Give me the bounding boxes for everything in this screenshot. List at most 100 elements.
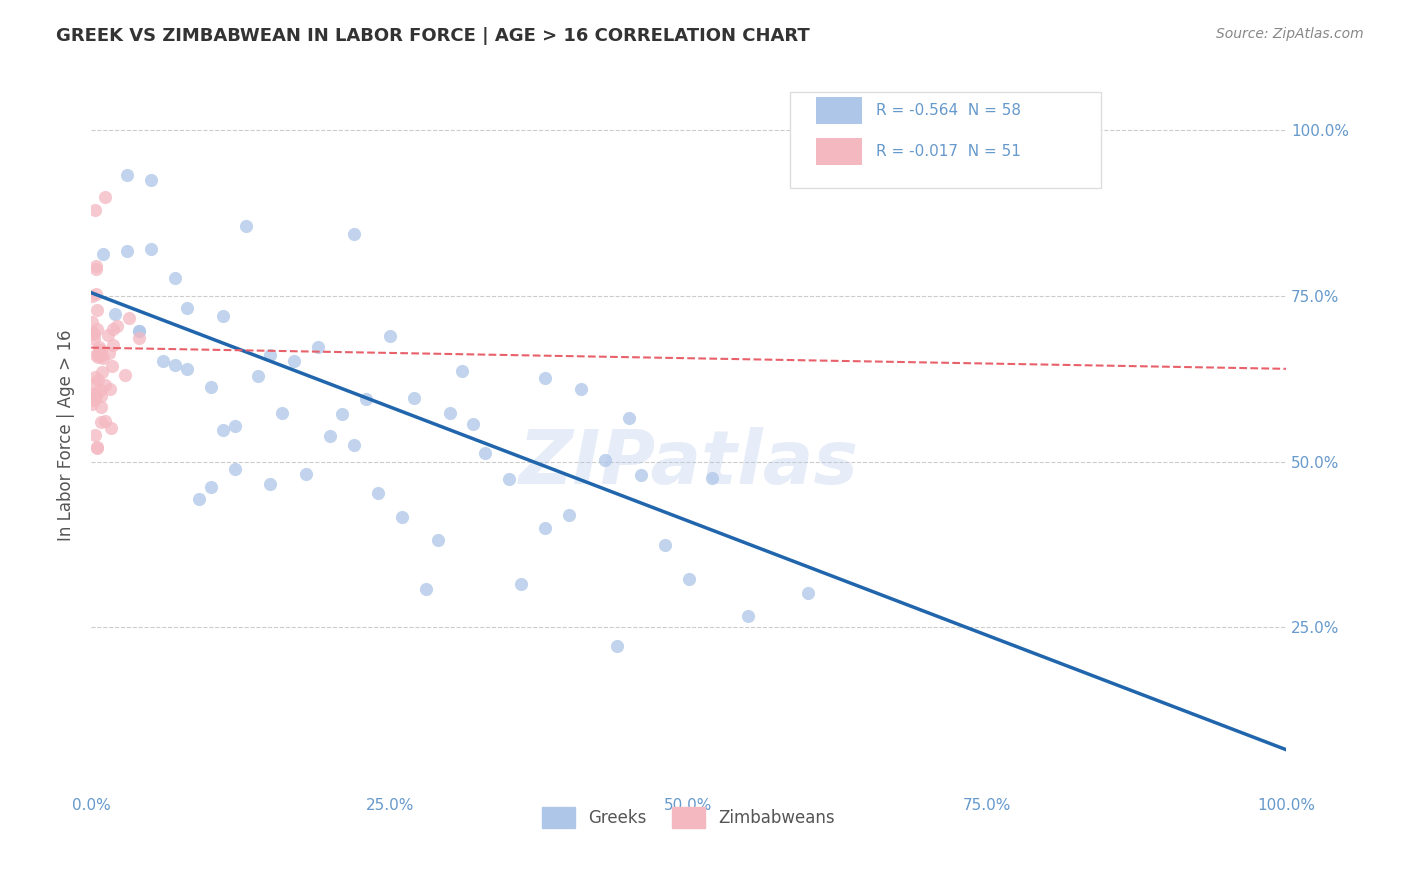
Point (128, 324, 150, 338)
Point (378, 329, 401, 343)
Point (98, 382, 121, 396)
Point (235, 219, 257, 233)
Point (84, 259, 107, 273)
Point (128, 331, 150, 345)
Point (84, 262, 107, 277)
Point (90, 343, 112, 357)
Point (391, 509, 413, 524)
Point (83, 332, 105, 346)
Point (211, 309, 233, 323)
Point (84, 286, 107, 301)
Point (224, 462, 246, 476)
Point (114, 368, 136, 383)
Point (678, 573, 700, 587)
Point (87, 346, 110, 360)
Point (82, 289, 104, 303)
Point (115, 244, 138, 258)
Bar (817, 97, 862, 124)
Text: ZIPatlas: ZIPatlas (519, 427, 859, 500)
Point (83, 428, 105, 442)
Point (118, 310, 141, 325)
Point (450, 364, 472, 378)
Text: Source: ZipAtlas.com: Source: ZipAtlas.com (1216, 27, 1364, 41)
Point (439, 406, 461, 420)
Point (606, 639, 628, 653)
Point (84, 388, 107, 402)
Point (187, 491, 209, 506)
Point (89, 383, 111, 397)
Point (152, 353, 174, 368)
Point (90, 365, 112, 379)
Point (558, 508, 581, 522)
Point (367, 486, 389, 500)
Point (737, 609, 759, 624)
Point (103, 337, 125, 351)
Point (343, 227, 366, 241)
Point (402, 391, 425, 405)
Point (101, 322, 124, 336)
Point (83, 387, 105, 401)
Point (319, 429, 342, 443)
Point (107, 319, 129, 334)
Point (343, 438, 366, 452)
Point (90, 401, 112, 415)
Point (176, 362, 198, 376)
Point (90, 389, 112, 403)
Point (630, 467, 652, 482)
Point (498, 471, 520, 485)
Point (534, 521, 557, 535)
Point (271, 406, 294, 420)
Point (97, 328, 120, 343)
Point (259, 476, 281, 491)
Point (176, 301, 198, 316)
Point (200, 380, 222, 394)
Point (84, 386, 107, 401)
Point (415, 582, 437, 597)
Point (80, 397, 103, 411)
Point (307, 340, 329, 354)
Point (104, 307, 127, 321)
Point (139, 243, 162, 257)
Legend: Greeks, Zimbabweans: Greeks, Zimbabweans (536, 801, 842, 834)
Point (87, 344, 110, 359)
Point (86, 303, 108, 318)
Point (654, 538, 676, 552)
Bar (817, 138, 862, 165)
Point (86, 322, 108, 336)
Point (702, 470, 724, 484)
Point (354, 392, 377, 406)
Point (224, 418, 246, 433)
Text: R = -0.017  N = 51: R = -0.017 N = 51 (876, 145, 1021, 160)
Point (83, 327, 105, 342)
Point (97, 346, 120, 360)
Point (115, 168, 138, 182)
Point (82, 326, 104, 341)
Point (80, 315, 103, 329)
Point (93, 377, 115, 392)
FancyBboxPatch shape (790, 92, 1101, 188)
Point (89, 348, 111, 362)
Point (91, 351, 114, 365)
Point (90, 349, 112, 363)
Point (82, 392, 104, 407)
Point (87, 340, 110, 354)
Point (90, 415, 112, 429)
Point (474, 446, 496, 460)
Point (83, 376, 105, 391)
Point (163, 271, 186, 285)
Point (283, 353, 305, 368)
Y-axis label: In Labor Force | Age > 16: In Labor Force | Age > 16 (58, 329, 75, 541)
Point (128, 324, 150, 338)
Point (84, 370, 107, 384)
Point (83, 392, 105, 406)
Point (247, 369, 270, 384)
Point (510, 577, 533, 591)
Point (426, 533, 449, 547)
Point (84, 348, 107, 362)
Point (87, 373, 110, 387)
Point (87, 350, 110, 364)
Point (91, 247, 114, 261)
Point (94, 414, 117, 428)
Point (259, 348, 281, 362)
Text: R = -0.564  N = 58: R = -0.564 N = 58 (876, 103, 1021, 119)
